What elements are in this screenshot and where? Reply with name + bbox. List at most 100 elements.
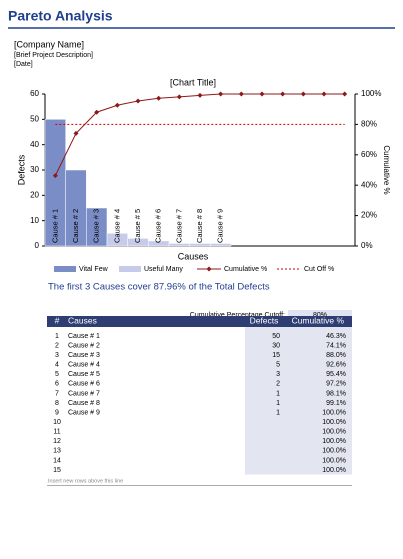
bar bbox=[86, 207, 108, 247]
summary: The first 3 Causes cover 87.96% of the T… bbox=[48, 282, 270, 293]
legend-swatch bbox=[119, 266, 141, 272]
table-cell: 3 bbox=[276, 371, 280, 378]
page-title: Pareto Analysis bbox=[8, 8, 113, 24]
y-tick-label: 0 bbox=[35, 241, 40, 250]
table-cell: 100.0% bbox=[322, 467, 346, 474]
line-marker bbox=[300, 91, 306, 97]
table-cell: 6 bbox=[55, 381, 59, 388]
table-cell: 98.1% bbox=[326, 390, 346, 397]
category-label: Cause # 4 bbox=[112, 209, 121, 243]
table-cell: 5 bbox=[276, 362, 280, 369]
y-tick-label: 50 bbox=[30, 114, 39, 123]
line-marker bbox=[135, 98, 141, 104]
table-cell: Cause # 9 bbox=[68, 409, 100, 416]
table-footer: Insert new rows above this line bbox=[48, 478, 123, 484]
line-marker bbox=[156, 95, 162, 101]
table-cell: 1 bbox=[276, 409, 280, 416]
table-cell: Cause # 7 bbox=[68, 390, 100, 397]
table-cell: 74.1% bbox=[326, 342, 346, 349]
legend-label: Vital Few bbox=[79, 266, 109, 273]
table-cell: 100.0% bbox=[322, 429, 346, 436]
table-cell: 1 bbox=[276, 390, 280, 397]
table-cell: 2 bbox=[55, 342, 59, 349]
category-label: Cause # 7 bbox=[174, 209, 183, 243]
cutoff-value: 80% bbox=[313, 312, 327, 319]
table-cell: 8 bbox=[55, 400, 59, 407]
y-tick-label: 10 bbox=[30, 216, 39, 225]
table-cell: 10 bbox=[53, 419, 61, 426]
table-cell: 11 bbox=[53, 429, 60, 436]
table-cell: Cause # 3 bbox=[68, 352, 100, 359]
legend-label: Cumulative % bbox=[224, 266, 267, 273]
y2-tick-label: 20% bbox=[361, 211, 377, 220]
line-marker bbox=[94, 109, 100, 115]
y-tick-label: 40 bbox=[30, 140, 39, 149]
table-cell: 2 bbox=[276, 381, 280, 388]
table-cell: Cause # 6 bbox=[68, 381, 100, 388]
table-cell: 95.4% bbox=[326, 371, 346, 378]
y-axis-label: Defects bbox=[16, 154, 26, 185]
table-cell: 30 bbox=[272, 342, 280, 349]
bar bbox=[210, 243, 232, 247]
table-cell: 5 bbox=[55, 371, 59, 378]
table-cell: 100.0% bbox=[322, 448, 346, 455]
table-cell: 97.2% bbox=[326, 381, 346, 388]
category-label: Cause # 2 bbox=[71, 209, 80, 243]
table-cell: 1 bbox=[276, 400, 280, 407]
table-cell: Cause # 8 bbox=[68, 400, 100, 407]
column-header: Causes bbox=[68, 315, 97, 325]
company: [Company Name] bbox=[14, 39, 84, 49]
line-marker bbox=[238, 91, 244, 97]
line-marker bbox=[259, 91, 265, 97]
line-marker bbox=[114, 102, 120, 108]
y2-axis-label: Cumulative % bbox=[382, 145, 391, 194]
table-cell: 7 bbox=[55, 390, 59, 397]
table-cell: 46.3% bbox=[326, 333, 346, 340]
table-cell: 100.0% bbox=[322, 419, 346, 426]
date: [Date] bbox=[14, 61, 33, 68]
category-label: Cause # 1 bbox=[50, 209, 59, 243]
table-header bbox=[47, 316, 352, 327]
line-marker bbox=[176, 94, 182, 100]
table-cell: 92.6% bbox=[326, 362, 346, 369]
line-marker bbox=[280, 91, 286, 97]
table-cell: 100.0% bbox=[322, 457, 346, 464]
y-tick-label: 60 bbox=[30, 89, 39, 98]
line-marker bbox=[342, 91, 348, 97]
table-cell: Cause # 4 bbox=[68, 362, 100, 369]
category-label: Cause # 5 bbox=[133, 209, 142, 243]
legend-swatch bbox=[54, 266, 76, 272]
line-marker bbox=[52, 173, 58, 179]
table-cell: Cause # 1 bbox=[68, 333, 100, 340]
legend-marker bbox=[206, 266, 212, 272]
y2-tick-label: 0% bbox=[361, 241, 373, 250]
series-line bbox=[54, 93, 345, 176]
table-cell: 100.0% bbox=[322, 409, 346, 416]
x-axis-label: Causes bbox=[178, 251, 209, 261]
table-cell: 15 bbox=[53, 467, 61, 474]
y-tick-label: 20 bbox=[30, 190, 39, 199]
line-marker bbox=[218, 91, 224, 97]
column-header: # bbox=[55, 315, 60, 325]
footer-rule bbox=[47, 485, 352, 486]
legend-label: Useful Many bbox=[144, 266, 183, 273]
table-shade bbox=[245, 327, 352, 475]
table-cell: 4 bbox=[55, 362, 59, 369]
table-cell: 100.0% bbox=[322, 438, 346, 445]
category-label: Cause # 3 bbox=[92, 209, 101, 243]
table-cell: 3 bbox=[55, 352, 59, 359]
description: [Brief Project Description] bbox=[14, 52, 93, 59]
table-cell: 12 bbox=[53, 438, 61, 445]
line-marker bbox=[321, 91, 327, 97]
category-label: Cause # 6 bbox=[154, 209, 163, 243]
cutoff-label: Cumulative Percentage Cutoff: bbox=[190, 312, 285, 319]
table-cell: 9 bbox=[55, 409, 59, 416]
table-cell: 13 bbox=[53, 448, 61, 455]
table-cell: Cause # 2 bbox=[68, 342, 100, 349]
y-tick-label: 30 bbox=[30, 165, 39, 174]
line-marker bbox=[73, 130, 79, 136]
table-cell: 99.1% bbox=[326, 400, 346, 407]
table-cell: 50 bbox=[272, 333, 280, 340]
line-marker bbox=[197, 92, 203, 98]
